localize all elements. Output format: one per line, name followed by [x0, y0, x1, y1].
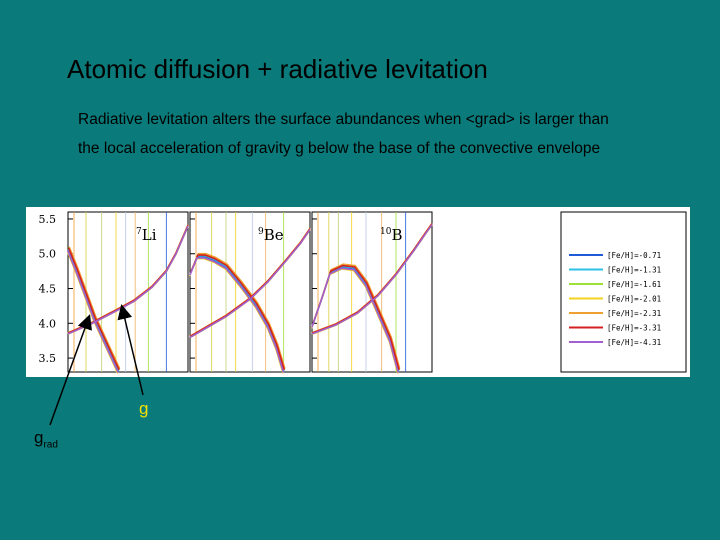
element-label: 10B	[380, 226, 402, 244]
gravity-curve	[311, 223, 433, 334]
grad-curve	[189, 254, 286, 371]
abundance-figure: 5.5 5.0 4.5 4.0 3.5 7Li 9Be 10B [Fe/H]=-0.71 [Fe/…	[26, 207, 690, 377]
subtitle-line-1: Radiative levitation alters the surface …	[78, 111, 609, 128]
grad-curve	[311, 264, 400, 371]
grad-curve	[67, 250, 119, 374]
grad-curve	[311, 266, 400, 373]
legend-label: [Fe/H]=-0.71	[607, 251, 661, 260]
y-tick-label: 4.0	[39, 317, 57, 330]
grad-label: grad	[34, 428, 58, 450]
grad-curve	[311, 267, 399, 373]
gravity-curve	[311, 224, 433, 335]
grad-curve	[190, 252, 286, 369]
y-tick-label: 3.5	[39, 352, 57, 365]
subtitle-line-2: the local acceleration of gravity g belo…	[78, 140, 601, 157]
g-label: g	[139, 399, 149, 418]
y-tick-label: 4.5	[39, 283, 57, 296]
element-label-mass: 9	[258, 227, 264, 237]
gravity-curve	[311, 224, 433, 335]
grad-curve	[68, 246, 121, 369]
grad-curve	[67, 247, 120, 371]
panel-frame	[189, 211, 311, 373]
element-label-mass: 10	[380, 227, 392, 237]
gravity-curve	[311, 223, 433, 334]
grad-curve	[312, 264, 401, 370]
gravity-curve	[67, 225, 189, 335]
grad-curve	[311, 265, 400, 371]
y-tick-label: 5.0	[39, 248, 57, 261]
y-tick-label: 5.5	[39, 213, 57, 226]
grad-curve	[189, 254, 285, 371]
gravity-curve	[189, 229, 311, 339]
element-label-symbol: Li	[142, 226, 157, 244]
gravity-curve	[311, 223, 433, 334]
grad-curve	[189, 257, 285, 373]
gravity-curve	[189, 229, 311, 339]
element-label: 9Be	[258, 226, 284, 244]
legend-label: [Fe/H]=-3.31	[607, 324, 661, 333]
element-label-mass: 7	[136, 227, 142, 237]
legend-label: [Fe/H]=-1.31	[607, 266, 661, 275]
legend-label: [Fe/H]=-4.31	[607, 338, 661, 347]
legend-label: [Fe/H]=-2.01	[607, 295, 661, 304]
grad-curve	[189, 256, 285, 373]
legend-label: [Fe/H]=-1.61	[607, 280, 661, 289]
grad-label-main: g	[34, 428, 44, 447]
slide-title: Atomic diffusion + radiative levitation	[67, 54, 488, 84]
legend-frame	[560, 211, 687, 373]
gravity-curve	[189, 228, 311, 338]
gravity-curve	[311, 224, 433, 335]
legend-label: [Fe/H]=-2.31	[607, 309, 661, 318]
gravity-curve	[189, 228, 311, 338]
element-label-symbol: B	[391, 226, 402, 244]
gravity-curve	[189, 228, 311, 338]
gravity-curve	[189, 227, 311, 337]
grad-curve	[190, 253, 286, 370]
panel-frame	[311, 211, 433, 373]
gravity-curve	[189, 228, 311, 338]
grad-curve	[312, 263, 401, 369]
grad-label-sub: rad	[43, 439, 58, 451]
gravity-curve	[311, 223, 433, 335]
chart-svg: 5.5 5.0 4.5 4.0 3.5 7Li 9Be 10B [Fe/H]=-0.71 [Fe/…	[39, 211, 687, 374]
element-label-symbol: Be	[264, 226, 284, 244]
element-label: 7Li	[136, 226, 157, 244]
